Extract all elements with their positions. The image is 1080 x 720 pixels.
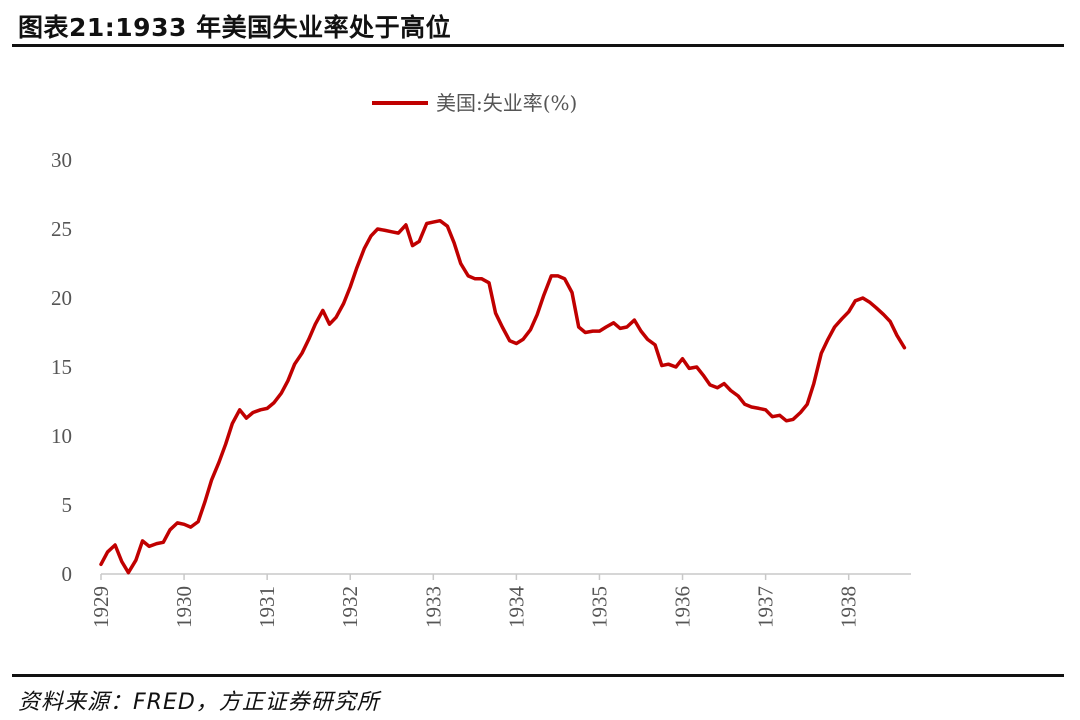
series-line — [99, 218, 907, 575]
figure-title: 图表21:1933 年美国失业率处于高位 — [18, 13, 452, 42]
y-tick-label: 0 — [62, 562, 73, 586]
y-axis: 0 5 10 15 20 25 30 — [51, 148, 72, 586]
series-group — [99, 218, 907, 575]
y-tick-label: 25 — [51, 217, 72, 241]
x-tick-label: 1929 — [89, 586, 113, 628]
x-tick-label: 1934 — [504, 586, 528, 629]
x-tick-label: 1931 — [255, 586, 279, 628]
top-rule — [12, 44, 1064, 47]
x-tick-label: 1930 — [172, 586, 196, 628]
y-tick-label: 15 — [51, 355, 72, 379]
legend: 美国:失业率(%) — [372, 91, 577, 115]
x-tick-label: 1937 — [754, 586, 778, 628]
y-tick-label: 10 — [51, 424, 72, 448]
x-tick-label: 1933 — [421, 586, 445, 628]
x-tick-label: 1935 — [587, 586, 611, 628]
bottom-rule — [12, 674, 1064, 677]
x-tick-label: 1938 — [837, 586, 861, 628]
source-note: 资料来源：FRED，方正证券研究所 — [18, 690, 380, 715]
y-tick-label: 20 — [51, 286, 72, 310]
y-tick-label: 5 — [62, 493, 73, 517]
x-tick-label: 1936 — [671, 586, 695, 628]
x-tick-label: 1932 — [338, 586, 362, 628]
x-axis: 1929 1930 1931 1932 1933 1934 1935 1936 1937 1938 — [89, 573, 911, 629]
legend-label: 美国:失业率(%) — [436, 91, 577, 115]
y-tick-label: 30 — [51, 148, 72, 172]
